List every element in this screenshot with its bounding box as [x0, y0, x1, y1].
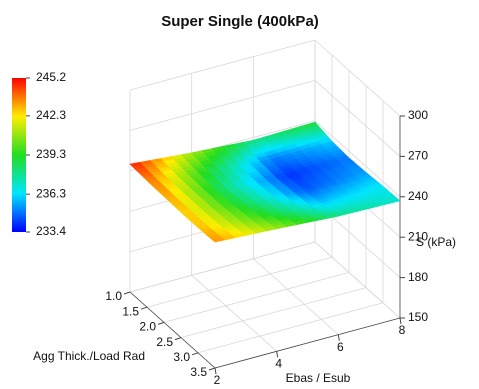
x-tick-label: 2.5	[156, 335, 173, 349]
grid-line	[314, 80, 401, 157]
grid-line	[314, 120, 401, 198]
grid-line	[129, 80, 316, 131]
grid-line	[253, 258, 339, 335]
y-tick-label: 8	[399, 323, 406, 337]
tick-mark	[399, 317, 402, 325]
z-tick-label: 240	[408, 189, 428, 203]
z-tick-label: 210	[408, 229, 428, 243]
x-tick-label: 3.0	[173, 350, 190, 364]
z-tick-label: 270	[408, 149, 428, 163]
y-tick-label: 4	[275, 357, 282, 371]
grid-line	[197, 302, 384, 354]
colorbar	[12, 78, 26, 232]
z-axis-label: S (kPa)	[416, 235, 456, 249]
colorbar-tick-label: 239.3	[36, 147, 66, 161]
tick-mark	[208, 367, 216, 371]
surface-patch	[386, 198, 401, 204]
surface	[129, 121, 401, 243]
z-tick-label: 150	[408, 310, 428, 324]
tick-mark	[123, 291, 131, 295]
grid-line	[129, 241, 316, 293]
y-tick-label: 6	[337, 340, 344, 354]
tick-mark	[140, 306, 148, 310]
tick-mark	[174, 337, 182, 341]
x-tick-label: 1.0	[105, 289, 122, 303]
grid-line	[191, 275, 277, 352]
tick-mark	[214, 367, 217, 375]
tick-mark	[157, 321, 165, 325]
grid-line	[314, 39, 401, 117]
chart-title: Super Single (400kPa)	[161, 13, 319, 30]
z-tick-label: 300	[408, 108, 428, 122]
x-tick-label: 1.5	[122, 304, 139, 318]
grid-line	[129, 39, 316, 91]
axis-line	[214, 317, 401, 369]
x-axis-label: Agg Thick./Load Rad	[33, 349, 145, 363]
tick-mark	[337, 334, 340, 341]
grid-line	[180, 287, 367, 338]
tick-mark	[276, 351, 279, 358]
y-tick-label: 2	[214, 373, 221, 387]
grid-line	[163, 272, 350, 323]
axis-line	[129, 291, 216, 369]
y-axis-label: Ebas / Esub	[286, 371, 351, 385]
tick-mark	[191, 352, 199, 356]
colorbar-tick-label: 245.2	[36, 70, 66, 84]
colorbar-tick-label: 236.3	[36, 186, 66, 200]
colorbar-tick-label: 242.3	[36, 108, 66, 122]
x-tick-label: 3.5	[190, 365, 207, 379]
z-tick-label: 180	[408, 270, 428, 284]
grid-line	[314, 241, 401, 319]
colorbar-tick-label: 233.4	[36, 224, 66, 238]
grid-line	[146, 256, 333, 308]
x-tick-label: 2.0	[139, 320, 156, 334]
